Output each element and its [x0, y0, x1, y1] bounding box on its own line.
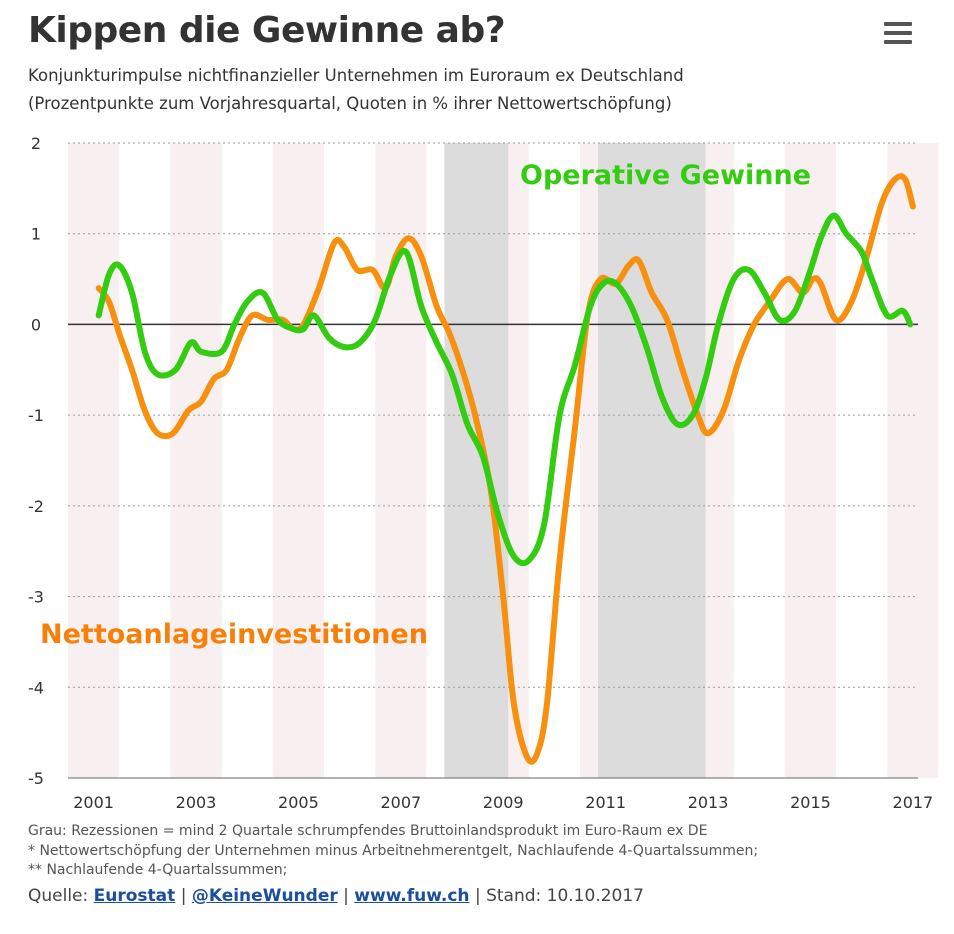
hamburger-menu-icon[interactable] — [884, 22, 914, 48]
year-band — [887, 143, 939, 778]
footnote-recession: Grau: Rezessionen = mind 2 Quartale schr… — [28, 823, 708, 839]
x-tick-label: 2015 — [790, 793, 831, 812]
y-axis: 2 1 0 -1 -2 -3 -4 -5 — [28, 134, 44, 788]
year-band — [272, 143, 325, 778]
x-tick-label: 2013 — [688, 793, 729, 812]
source-prefix: Quelle: — [28, 886, 89, 906]
source-date: Stand: 10.10.2017 — [486, 886, 644, 906]
separator: | — [474, 886, 481, 906]
footnote-value-added: * Nettowertschöpfung der Unternehmen min… — [28, 843, 759, 859]
separator: | — [180, 886, 187, 906]
source-link-fuw[interactable]: www.fuw.ch — [354, 886, 470, 906]
y-tick-label: 1 — [31, 225, 41, 244]
recession-band — [444, 143, 509, 778]
y-tick-label: 2 — [31, 134, 41, 153]
x-tick-label: 2001 — [73, 793, 114, 812]
x-tick-label: 2007 — [380, 793, 421, 812]
y-tick-label: -1 — [28, 406, 44, 425]
year-band — [170, 143, 222, 778]
series-label-operative-gewinne: Operative Gewinne — [520, 160, 811, 191]
y-tick-label: -4 — [28, 678, 44, 697]
source-link-eurostat[interactable]: Eurostat — [93, 886, 176, 906]
source-line: Quelle: Eurostat | @KeineWunder | www.fu… — [28, 886, 644, 906]
source-link-keinewunder[interactable]: @KeineWunder — [191, 886, 338, 906]
x-tick-label: 2017 — [893, 793, 934, 812]
year-band — [68, 143, 120, 778]
y-tick-label: -5 — [28, 769, 44, 788]
x-tick-label: 2003 — [176, 793, 217, 812]
recession-shading — [444, 143, 706, 778]
line-chart: 210-1-2-3-4-5 2001 2003 2005 2007 2009 2011 20… — [28, 134, 939, 812]
footnote-trailing-sums: ** Nachlaufende 4-Quartalssummen; — [28, 862, 288, 878]
chart-subtitle-line-2: (Prozentpunkte zum Vorjahresquartal, Quo… — [28, 94, 672, 113]
x-tick-label: 2009 — [483, 793, 524, 812]
series-label-nettoanlageinvestitionen: Nettoanlageinvestitionen — [40, 619, 428, 650]
series-labels: Operative Gewinne Nettoanlageinvestitione… — [40, 160, 811, 650]
year-band — [375, 143, 427, 778]
series-line-operative-gewinne — [95, 212, 914, 567]
y-tick-label: -3 — [28, 588, 44, 607]
separator: | — [343, 886, 349, 906]
y-tick-label: -2 — [28, 497, 44, 516]
series-line-nettoanlageinvestitionen — [95, 173, 916, 765]
x-tick-label: 2011 — [585, 793, 626, 812]
chart-subtitle-line-1: Konjunkturimpulse nichtfinanzieller Unte… — [28, 66, 684, 85]
recession-band — [597, 143, 706, 778]
y-tick-label: 0 — [31, 315, 41, 334]
year-band — [784, 143, 837, 778]
x-tick-label: 2005 — [278, 793, 319, 812]
series-lines — [95, 173, 916, 765]
x-axis: 2001 2003 2005 2007 2009 2011 2013 2015 2017 — [68, 777, 934, 812]
page-title: Kippen die Gewinne ab? — [28, 10, 506, 51]
